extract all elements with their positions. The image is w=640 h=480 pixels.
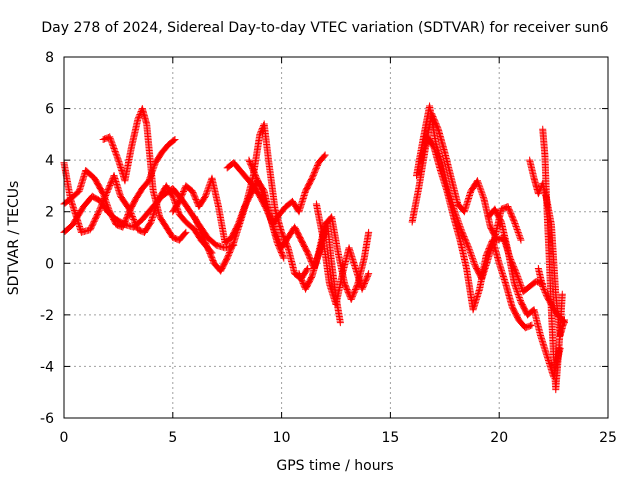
series-trace-3 — [99, 105, 190, 244]
series-trace-10 — [312, 200, 373, 309]
series-trace-4 — [60, 185, 238, 252]
x-axis-label: GPS time / hours — [276, 458, 393, 474]
y-tick-label: 6 — [45, 102, 54, 118]
series-trace-13 — [417, 133, 536, 332]
x-tick-label: 15 — [381, 430, 399, 446]
y-tick-label: -6 — [40, 411, 54, 427]
x-tick-label: 20 — [490, 430, 508, 446]
data-points — [534, 264, 568, 327]
series-trace-11 — [408, 110, 547, 296]
series-trace-9 — [295, 213, 373, 303]
data-points — [60, 185, 238, 252]
y-axis-label: SDTVAR / TECUs — [6, 181, 22, 296]
series-trace-17 — [534, 264, 568, 327]
series-trace-16 — [539, 125, 566, 394]
x-tick-label: 25 — [599, 430, 617, 446]
data-points — [312, 200, 373, 309]
x-axis-ticks: 0 5 10 15 20 25 — [60, 57, 617, 446]
y-tick-label: -2 — [40, 308, 54, 324]
data-points — [191, 120, 312, 283]
data-points — [408, 110, 547, 296]
data-points — [295, 213, 373, 303]
y-tick-label: 4 — [45, 153, 54, 169]
x-tick-label: 10 — [273, 430, 291, 446]
y-tick-label: -4 — [40, 359, 54, 375]
y-tick-label: 2 — [45, 205, 54, 221]
plot-frame — [63, 56, 609, 419]
plot-area — [60, 102, 568, 394]
x-tick-label: 0 — [60, 430, 69, 446]
series-trace-6 — [191, 120, 312, 283]
data-points — [99, 105, 190, 244]
chart-title: Day 278 of 2024, Sidereal Day-to-day VTE… — [41, 20, 608, 36]
y-tick-label: 8 — [45, 50, 54, 66]
data-points — [417, 133, 536, 332]
data-points — [539, 125, 566, 394]
x-tick-label: 5 — [168, 430, 177, 446]
y-axis-ticks: -6 -4 -2 0 2 4 6 8 — [40, 50, 608, 427]
y-tick-label: 0 — [45, 256, 54, 272]
